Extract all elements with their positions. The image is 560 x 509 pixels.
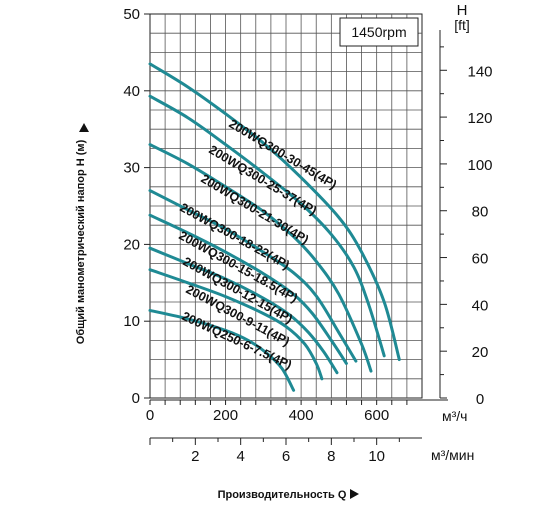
y2-tick-label: 60 [472, 251, 489, 268]
curve-5 [148, 246, 339, 375]
y2-tick-label: 140 [467, 63, 492, 80]
y-tick-label: 40 [123, 83, 140, 100]
y2-tick-label: 40 [472, 297, 489, 314]
curve-4 [148, 213, 348, 365]
y-tick-label: 10 [123, 313, 140, 330]
y2-tick-label: 20 [472, 344, 489, 361]
y2-tick-label: 80 [472, 204, 489, 221]
x-unit: м³/ч [442, 408, 467, 424]
axes: 0 10 20 30 40 50 0 20 40 60 80 100 120 140 H[ft] 0 200 40… [123, 2, 492, 465]
x-tick-label: 0 [146, 407, 154, 424]
x-axis-title: Производительность Q [218, 489, 347, 501]
x-tick-label: 600 [364, 407, 389, 424]
grid [149, 13, 423, 399]
y2-tick-label: 100 [467, 157, 492, 174]
speed-label: 1450rpm [351, 24, 406, 40]
x2-tick-label: 10 [368, 448, 385, 465]
x-axis-arrow [350, 489, 359, 499]
y-axis-title: Общий манометрический напор H (м) [75, 139, 87, 344]
speed-box [339, 17, 419, 47]
x2-unit: м³/мин [431, 447, 474, 463]
x-tick-label: 400 [289, 407, 314, 424]
y-tick-label: 0 [132, 390, 140, 407]
x-tick-label: 200 [213, 407, 238, 424]
curve-1 [148, 94, 386, 358]
y-tick-label: 50 [123, 6, 140, 23]
y2-unit-top: H [457, 2, 468, 19]
curve-0 [148, 62, 401, 362]
x2-tick-label: 4 [236, 448, 244, 465]
y-tick-label: 30 [123, 160, 140, 177]
y2-tick-label: 0 [476, 391, 484, 408]
y-axis-arrow [79, 123, 89, 132]
y-tick-label: 20 [123, 236, 140, 253]
x2-tick-label: 2 [191, 448, 199, 465]
curve-7 [148, 308, 296, 392]
y2-tick-label: 120 [467, 110, 492, 127]
curves [148, 62, 401, 392]
curve-6 [148, 268, 324, 381]
curve-2 [148, 143, 373, 373]
x2-tick-label: 6 [282, 448, 290, 465]
curve-3 [148, 189, 358, 363]
y2-unit-bottom: [ft] [454, 17, 470, 33]
x2-tick-label: 8 [327, 448, 335, 465]
